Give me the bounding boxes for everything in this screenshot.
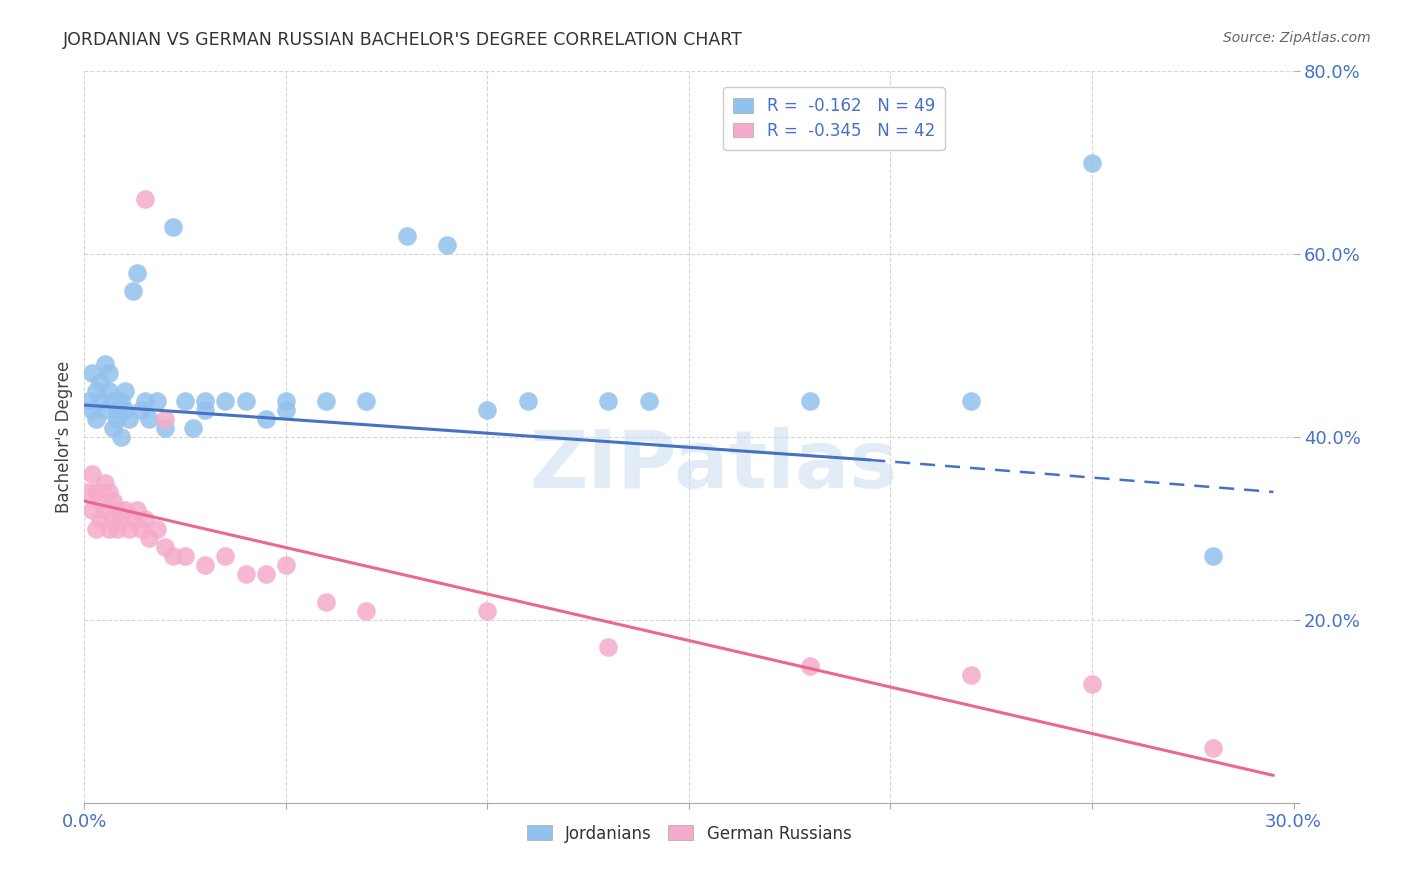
Point: [315, 393, 337, 408]
Point: [799, 658, 821, 673]
Point: [121, 284, 143, 298]
Point: [97, 521, 120, 535]
Point: [153, 540, 176, 554]
Point: [86, 485, 108, 500]
Point: [1202, 549, 1225, 563]
Point: [162, 549, 184, 563]
Point: [315, 594, 337, 608]
Point: [110, 512, 132, 526]
Point: [214, 393, 236, 408]
Point: [194, 402, 217, 417]
Point: [93, 402, 115, 417]
Point: [77, 485, 100, 500]
Point: [1081, 677, 1104, 691]
Point: [82, 402, 104, 417]
Point: [477, 402, 499, 417]
Point: [89, 494, 111, 508]
Point: [101, 421, 124, 435]
Point: [134, 393, 156, 408]
Point: [134, 192, 156, 206]
Point: [114, 402, 136, 417]
Point: [101, 512, 124, 526]
Point: [129, 402, 152, 417]
Point: [97, 485, 120, 500]
Point: [125, 266, 148, 280]
Point: [86, 384, 108, 399]
Point: [153, 412, 176, 426]
Point: [105, 503, 128, 517]
Point: [235, 567, 257, 582]
Point: [121, 512, 143, 526]
Point: [89, 393, 111, 408]
Point: [82, 366, 104, 380]
Text: JORDANIAN VS GERMAN RUSSIAN BACHELOR'S DEGREE CORRELATION CHART: JORDANIAN VS GERMAN RUSSIAN BACHELOR'S D…: [63, 31, 744, 49]
Point: [1081, 156, 1104, 170]
Point: [82, 503, 104, 517]
Point: [1202, 740, 1225, 755]
Point: [274, 393, 297, 408]
Point: [110, 393, 132, 408]
Point: [254, 412, 277, 426]
Point: [146, 521, 169, 535]
Point: [86, 412, 108, 426]
Point: [125, 503, 148, 517]
Point: [86, 521, 108, 535]
Point: [235, 393, 257, 408]
Point: [97, 366, 120, 380]
Point: [101, 393, 124, 408]
Point: [194, 393, 217, 408]
Point: [134, 512, 156, 526]
Point: [214, 549, 236, 563]
Point: [93, 503, 115, 517]
Point: [153, 421, 176, 435]
Point: [97, 384, 120, 399]
Point: [105, 402, 128, 417]
Point: [118, 521, 141, 535]
Point: [960, 667, 983, 681]
Point: [93, 475, 115, 490]
Point: [598, 640, 620, 655]
Point: [82, 467, 104, 481]
Point: [516, 393, 538, 408]
Point: [129, 521, 152, 535]
Point: [477, 604, 499, 618]
Point: [101, 494, 124, 508]
Point: [105, 412, 128, 426]
Point: [77, 393, 100, 408]
Text: Source: ZipAtlas.com: Source: ZipAtlas.com: [1223, 31, 1371, 45]
Point: [274, 402, 297, 417]
Point: [162, 219, 184, 234]
Point: [960, 393, 983, 408]
Point: [138, 531, 160, 545]
Point: [114, 503, 136, 517]
Text: ZIPatlas: ZIPatlas: [529, 427, 897, 506]
Point: [254, 567, 277, 582]
Point: [138, 412, 160, 426]
Legend: Jordanians, German Russians: Jordanians, German Russians: [520, 818, 858, 849]
Point: [356, 604, 378, 618]
Point: [436, 238, 458, 252]
Point: [118, 412, 141, 426]
Point: [356, 393, 378, 408]
Point: [799, 393, 821, 408]
Point: [89, 512, 111, 526]
Point: [105, 521, 128, 535]
Point: [181, 421, 204, 435]
Point: [395, 229, 418, 244]
Point: [146, 393, 169, 408]
Point: [598, 393, 620, 408]
Point: [89, 375, 111, 389]
Point: [114, 384, 136, 399]
Point: [274, 558, 297, 573]
Point: [174, 393, 197, 408]
Point: [93, 357, 115, 371]
Point: [110, 430, 132, 444]
Y-axis label: Bachelor's Degree: Bachelor's Degree: [55, 361, 73, 513]
Point: [194, 558, 217, 573]
Point: [174, 549, 197, 563]
Point: [637, 393, 659, 408]
